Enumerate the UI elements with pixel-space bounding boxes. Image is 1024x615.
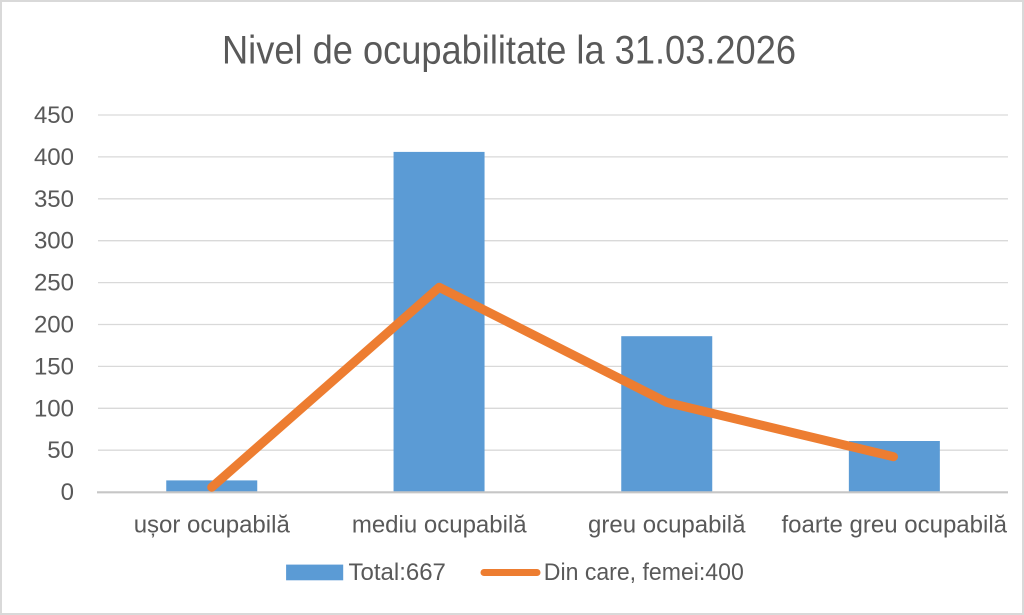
svg-text:Din care, femei:400: Din care, femei:400 [544, 559, 744, 586]
svg-text:300: 300 [34, 228, 74, 255]
svg-text:400: 400 [34, 144, 74, 171]
svg-text:250: 250 [34, 270, 74, 297]
svg-text:0: 0 [61, 479, 74, 506]
svg-text:Nivel de ocupabilitate la 31.0: Nivel de ocupabilitate la 31.03.2026 [222, 28, 796, 72]
svg-text:50: 50 [47, 437, 74, 464]
svg-text:greu ocupabilă: greu ocupabilă [588, 512, 746, 539]
svg-text:150: 150 [34, 353, 74, 380]
svg-text:ușor ocupabilă: ușor ocupabilă [134, 512, 291, 539]
svg-text:mediu ocupabilă: mediu ocupabilă [352, 512, 527, 539]
svg-text:foarte greu ocupabilă: foarte greu ocupabilă [782, 512, 1008, 539]
svg-text:450: 450 [34, 102, 74, 129]
svg-text:100: 100 [34, 395, 74, 422]
svg-text:200: 200 [34, 312, 74, 339]
svg-text:Total:667: Total:667 [349, 559, 446, 586]
svg-text:350: 350 [34, 186, 74, 213]
